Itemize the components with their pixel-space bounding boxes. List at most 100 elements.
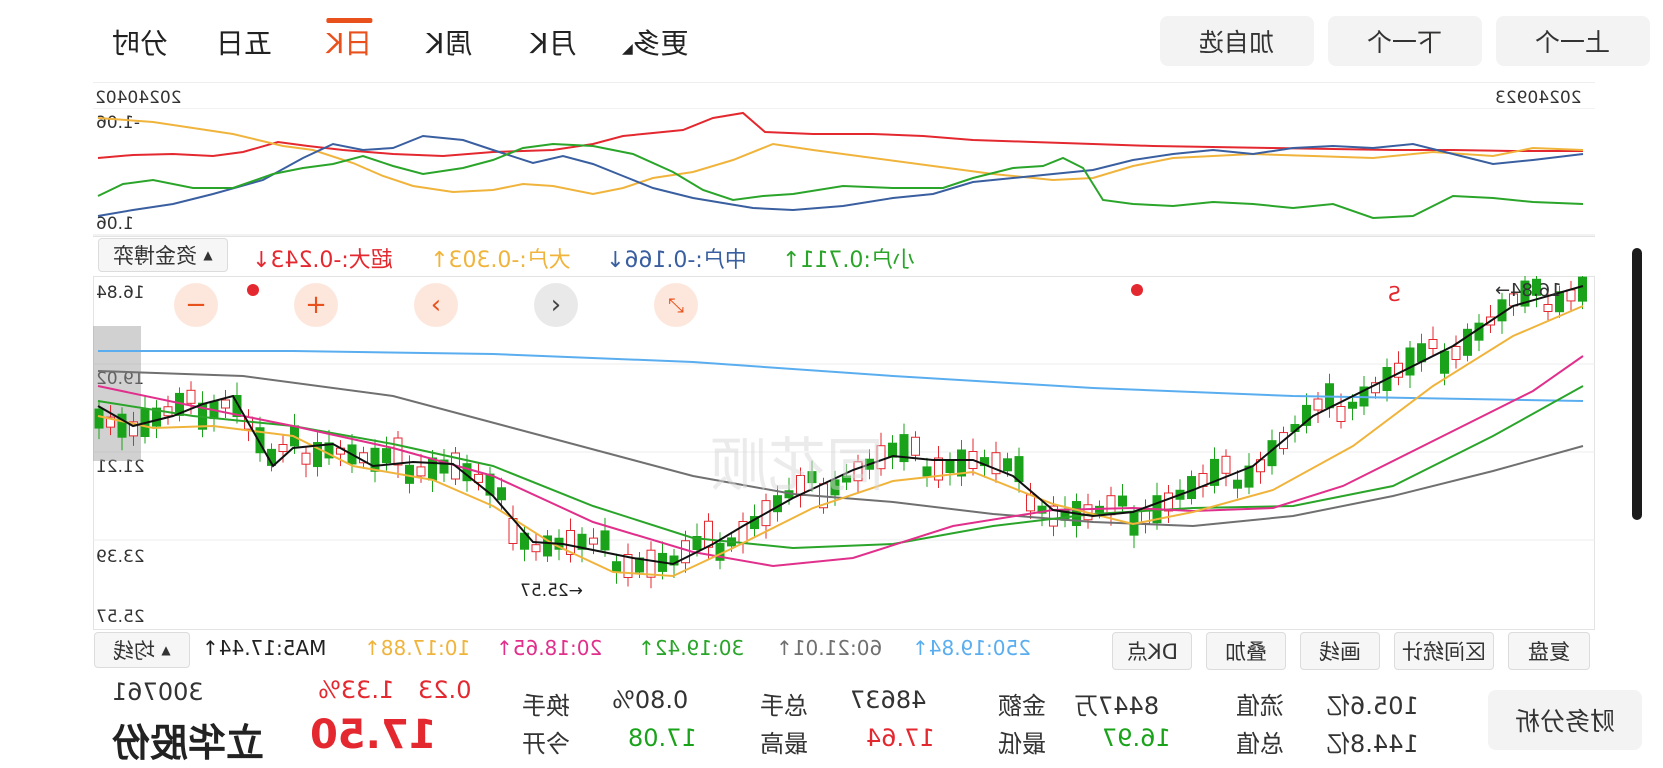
candle-body (497, 487, 506, 501)
fund-line-blue (97, 134, 1584, 217)
tab-monthly-k[interactable]: 月K (530, 27, 577, 60)
candle-body (911, 436, 920, 456)
chevron-right-icon: › (550, 290, 562, 320)
ma30-legend: 30:19.42↑ (638, 636, 745, 660)
ma-selector[interactable]: 均线 ▲ (94, 632, 190, 668)
candle-body (1210, 458, 1219, 486)
candle-body (589, 537, 598, 545)
kline-chart: ←25.57 (93, 276, 1595, 601)
candle-body (1463, 328, 1472, 356)
candle-body (945, 459, 955, 473)
legend-small: 小户:0.711↑ (782, 242, 915, 274)
circ-value: 105.6亿 (1326, 692, 1419, 720)
ma10-line (97, 305, 1584, 578)
candle-body (934, 457, 943, 481)
range-stats-button[interactable]: 区间统计 (1394, 632, 1494, 670)
fund-selector[interactable]: 资金博弈 ▲ (98, 238, 228, 272)
candle-body (531, 544, 541, 553)
fullscreen-button[interactable]: ⤡ (654, 283, 698, 327)
next-stock-button[interactable]: 下一个 (1328, 16, 1482, 66)
candle-body (1118, 495, 1127, 507)
s-marker: S (1388, 282, 1401, 306)
ma250-line (98, 350, 1584, 402)
candle-body (888, 442, 897, 458)
dk-point-button[interactable]: DK点 (1112, 632, 1192, 670)
ma-selector-label: 均线 (113, 639, 156, 663)
candle-body (324, 442, 334, 459)
candle-body (1187, 476, 1196, 500)
ma60-line (97, 370, 1584, 528)
zoom-out-button[interactable]: − (174, 283, 218, 327)
candle-body (382, 448, 391, 464)
financial-analysis-label: 财务分析 (1514, 707, 1615, 736)
legend-large: 大户:-0.303↑ (430, 242, 571, 274)
overlay-label: 叠加 (1225, 640, 1267, 664)
high-value: 17.64 (866, 724, 935, 752)
chevron-left-icon: ‹ (430, 290, 442, 320)
candle-body (1026, 494, 1035, 512)
stock-name: 立华股份 (112, 721, 265, 765)
candle-body (1451, 346, 1461, 360)
dk-point-label: DK点 (1126, 640, 1178, 664)
fund-selector-label: 资金博弈 (113, 244, 198, 268)
candle-body (1405, 347, 1415, 376)
candle-body (991, 452, 1001, 475)
draw-line-button[interactable]: 画线 (1300, 632, 1380, 670)
candle-body (232, 395, 242, 417)
add-watchlist-label: 加自选 (1199, 28, 1275, 57)
turnover-label: 换手 (522, 692, 570, 720)
replay-button[interactable]: 复盘 (1508, 632, 1590, 670)
candle-body (922, 466, 932, 477)
candle-body (1566, 289, 1576, 302)
corner-arrow-icon: ◣ (622, 41, 633, 57)
candle-body (152, 407, 161, 427)
tab-intraday[interactable]: 分时 (112, 27, 169, 60)
scroll-right-button[interactable]: › (534, 283, 578, 327)
candle-body (623, 554, 633, 578)
fund-line-red (97, 111, 1583, 159)
candle-body (1532, 278, 1541, 296)
range-stats-label: 区间统计 (1402, 640, 1486, 664)
amount-label: 金额 (998, 692, 1046, 720)
candle-body (1578, 276, 1587, 302)
legend-small-label: 小户:0.711↑ (782, 248, 915, 273)
prev-stock-button[interactable]: 上一个 (1496, 16, 1650, 66)
legend-medium: 中户:-0.166↓ (606, 242, 747, 274)
candle-body (600, 530, 610, 551)
tab-daily-k[interactable]: 日K (326, 22, 372, 62)
tab-weekly-k[interactable]: 周K (426, 27, 473, 60)
open-value: 17.08 (628, 724, 697, 752)
high-label: 最高 (760, 730, 808, 758)
ma250-legend: 250:19.84↑ (912, 636, 1031, 660)
vertical-scrollbar[interactable] (1632, 248, 1642, 520)
ma10-legend: 10:17.88↑ (364, 636, 471, 660)
triangle-up-icon: ▲ (203, 248, 213, 262)
candle-body (439, 459, 449, 474)
candle-body (543, 535, 552, 557)
overlay-button[interactable]: 叠加 (1206, 632, 1286, 670)
turnover-value: 0.80% (612, 686, 689, 714)
financial-analysis-button[interactable]: 财务分析 (1488, 690, 1642, 750)
tab-five-day[interactable]: 五日 (216, 27, 273, 60)
candle-body (1233, 479, 1242, 489)
low-note: ←25.57 (520, 581, 583, 601)
add-watchlist-button[interactable]: 加自选 (1160, 16, 1314, 66)
candle-body (1164, 492, 1173, 512)
candle-body (1440, 350, 1449, 374)
open-label: 今开 (522, 730, 570, 758)
candle-body (393, 437, 403, 466)
scroll-left-button[interactable]: ‹ (414, 283, 458, 327)
date-start: 20240402 (95, 88, 182, 108)
ma20-line (97, 355, 1584, 568)
stock-code: 300761 (112, 678, 204, 706)
candle-body (474, 473, 483, 483)
candle-body (1302, 404, 1311, 426)
candle-body (117, 413, 127, 438)
total-hand-label: 总手 (760, 692, 808, 720)
zoom-in-button[interactable]: + (294, 283, 338, 327)
candle-body (957, 449, 966, 477)
candle-body (370, 447, 380, 472)
legend-super-large-label: 超大:-0.243↓ (252, 248, 393, 273)
fund-flow-panel (93, 82, 1595, 237)
tab-more[interactable]: 更多◣ (622, 22, 689, 62)
